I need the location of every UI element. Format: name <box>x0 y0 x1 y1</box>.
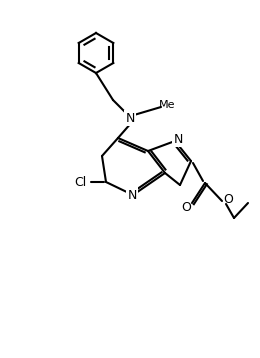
Text: Me: Me <box>159 100 175 110</box>
Text: O: O <box>223 193 233 205</box>
Text: O: O <box>181 200 191 213</box>
Text: N: N <box>125 111 135 125</box>
Text: N: N <box>127 189 137 202</box>
Text: N: N <box>173 132 183 145</box>
Text: Cl: Cl <box>74 175 86 189</box>
